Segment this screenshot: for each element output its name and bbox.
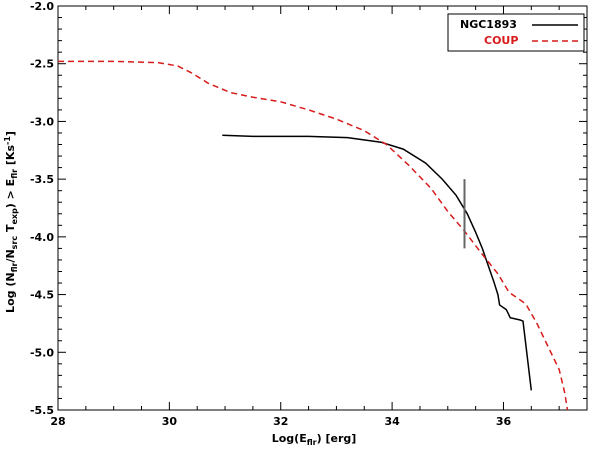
x-tick-label: 32: [273, 415, 288, 428]
y-axis-label: Log (Nflr/Nsrc Texp) > Eflr [Ks-1]: [3, 131, 19, 313]
y-tick-label: -2.5: [30, 58, 54, 71]
legend-label-coup: COUP: [484, 34, 518, 47]
x-tick-label: 34: [384, 415, 400, 428]
x-axis-label: Log(Eflr) [erg]: [272, 432, 357, 447]
y-tick-label: -3.0: [30, 115, 54, 128]
legend: NGC1893 COUP: [447, 13, 585, 52]
y-tick-label: -3.5: [30, 173, 54, 186]
x-tick-label: 36: [496, 415, 512, 428]
series-line-ngc1893: [222, 134, 533, 391]
plot-frame: [57, 5, 588, 411]
series-layer: [58, 60, 569, 411]
legend-label-ngc1893: NGC1893: [460, 18, 517, 31]
axis-tick-labels: 28 30 32 34 36 -2.0 -2.5 -3.0 -3.5 -4.0 -4.5 -5.0 -5…: [30, 0, 512, 428]
y-tick-label: -2.0: [30, 0, 54, 13]
y-tick-label: -5.0: [30, 346, 54, 359]
legend-box: [447, 13, 585, 52]
y-tick-label: -4.0: [30, 231, 54, 244]
y-tick-label: -5.5: [30, 404, 54, 417]
axis-ticks: [57, 5, 588, 411]
y-tick-label: -4.5: [30, 289, 54, 302]
series-line-coup: [58, 60, 569, 411]
x-tick-label: 28: [50, 415, 65, 428]
x-tick-label: 30: [162, 415, 178, 428]
